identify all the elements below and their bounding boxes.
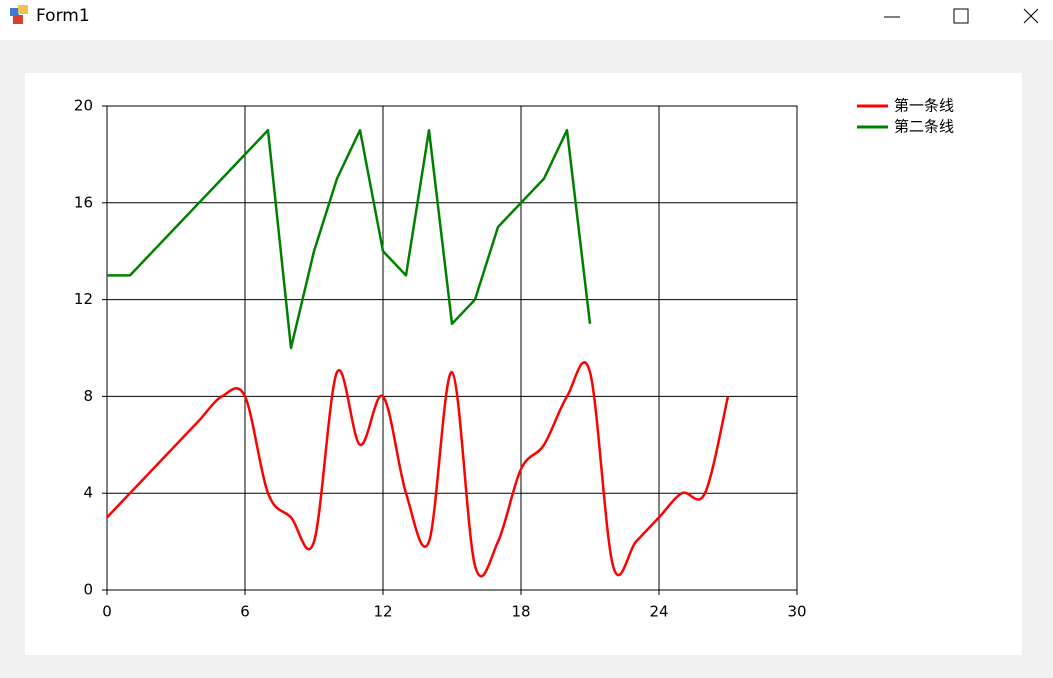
- x-tick-label: 12: [373, 603, 392, 621]
- app-icon: [13, 15, 23, 24]
- x-tick-label: 18: [511, 603, 530, 621]
- y-tick-label: 8: [83, 387, 93, 405]
- data-line: [107, 128, 592, 350]
- maximize-button[interactable]: [953, 8, 969, 24]
- x-tick-label: 30: [787, 603, 806, 621]
- title-bar-icons: [10, 5, 1039, 24]
- title-bar: Form1: [0, 0, 1053, 40]
- y-tick-label: 16: [74, 193, 93, 211]
- y-tick-label: 0: [83, 581, 93, 599]
- y-tick-label: 4: [83, 484, 93, 502]
- window-title: Form1: [36, 6, 90, 26]
- y-tick-label: 12: [74, 290, 93, 308]
- y-tick-label: 20: [74, 97, 93, 115]
- data-line: [106, 361, 730, 578]
- close-button[interactable]: [1023, 8, 1039, 24]
- plot-frame: [106, 105, 798, 591]
- legend-label: 第二条线: [894, 118, 954, 136]
- app-icon: [18, 5, 28, 14]
- app-icon: [10, 8, 19, 16]
- x-tick-label: 0: [102, 603, 112, 621]
- x-tick-label: 24: [649, 603, 668, 621]
- legend-label: 第一条线: [894, 97, 954, 115]
- x-tick-label: 6: [240, 603, 250, 621]
- chart-panel: [25, 73, 1022, 655]
